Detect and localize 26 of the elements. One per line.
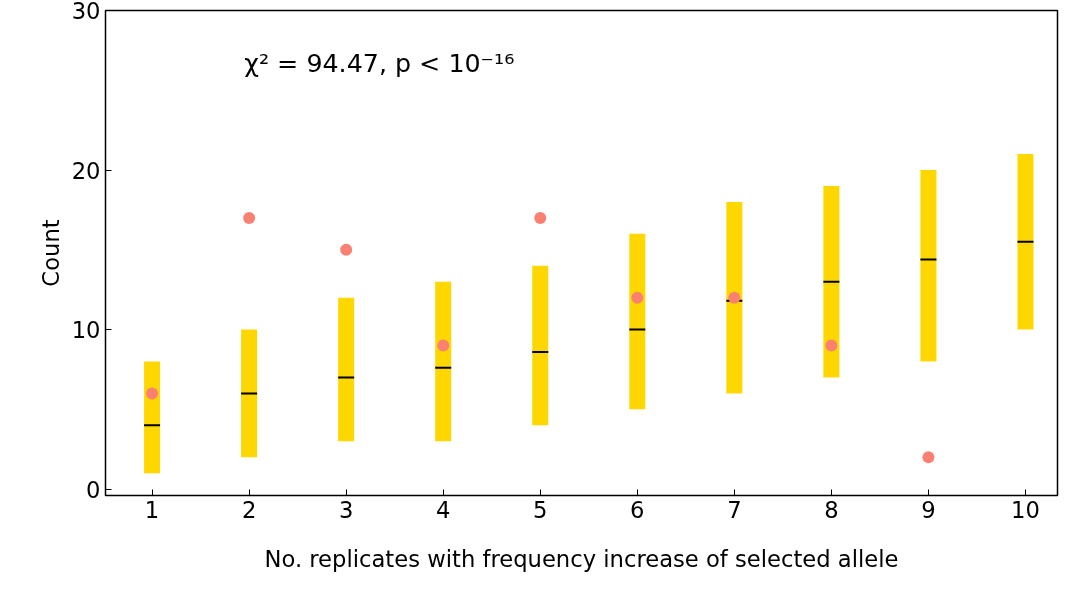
x-tick-label: 4 bbox=[436, 496, 451, 523]
x-tick-label: 9 bbox=[921, 496, 936, 523]
x-axis-title: No. replicates with frequency increase of selected allele bbox=[264, 545, 899, 572]
point bbox=[146, 387, 159, 400]
x-tick-label: 7 bbox=[727, 496, 742, 523]
point bbox=[437, 339, 450, 352]
y-tick-label: 10 bbox=[71, 317, 101, 344]
y-axis-title: Count bbox=[37, 219, 64, 287]
y-tick-label: 20 bbox=[71, 157, 101, 184]
y-tick-label: 0 bbox=[86, 476, 101, 503]
x-tick-label: 6 bbox=[630, 496, 645, 523]
x-tick-label: 8 bbox=[824, 496, 839, 523]
x-tick-label: 3 bbox=[338, 496, 354, 523]
point bbox=[340, 243, 353, 256]
x-tick-label: 5 bbox=[533, 496, 548, 523]
y-tick-label: 30 bbox=[71, 0, 101, 24]
x-tick-label: 10 bbox=[1011, 496, 1040, 523]
point bbox=[631, 291, 644, 304]
annotation: χ² = 94.47, p < 10⁻¹⁶ bbox=[244, 47, 515, 78]
x-tick-label: 2 bbox=[241, 496, 257, 523]
point bbox=[922, 451, 935, 464]
x-tick-label: 1 bbox=[144, 496, 160, 523]
point bbox=[534, 211, 547, 224]
point bbox=[728, 291, 741, 304]
point bbox=[243, 211, 256, 224]
point bbox=[825, 339, 838, 352]
